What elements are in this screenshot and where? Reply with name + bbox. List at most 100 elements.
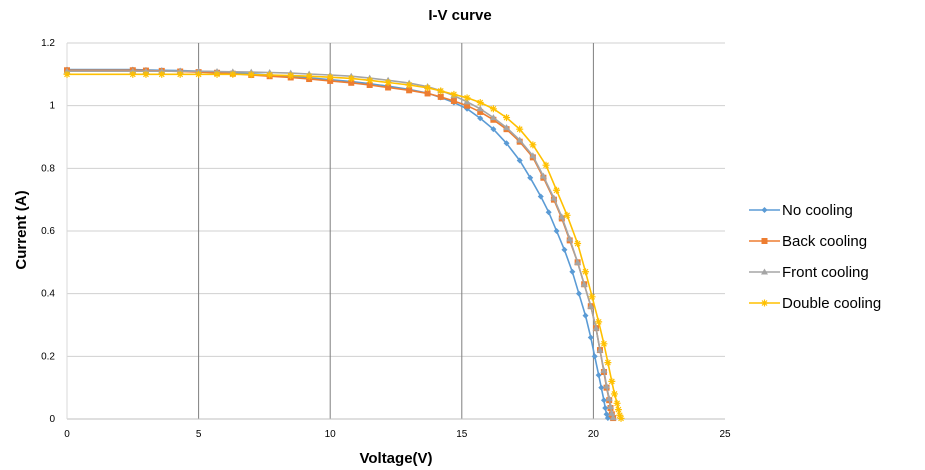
data-point-double-cooling (476, 99, 484, 107)
legend-item-back-cooling: Back cooling (749, 233, 867, 250)
data-point-double-cooling (229, 70, 237, 78)
data-point-double-cooling (614, 406, 622, 414)
data-point-back-cooling (327, 77, 334, 84)
data-point-front-cooling (596, 346, 604, 353)
series-layer (63, 66, 625, 422)
data-point-double-cooling (347, 74, 355, 82)
data-point-front-cooling (603, 382, 611, 389)
series-line-front-cooling (67, 70, 614, 418)
series-line-back-cooling (67, 69, 614, 419)
legend-label: Back cooling (782, 233, 867, 250)
series-back-cooling (64, 67, 617, 422)
data-point-no-cooling (527, 174, 534, 181)
data-point-front-cooling (539, 172, 547, 179)
data-point-back-cooling (450, 97, 457, 104)
legend-item-double-cooling: Double cooling (749, 295, 881, 312)
data-point-front-cooling (516, 136, 524, 143)
data-point-front-cooling (574, 258, 582, 265)
data-point-double-cooling (326, 73, 334, 81)
data-point-no-cooling (598, 384, 605, 391)
legend-marker (761, 268, 768, 275)
data-point-no-cooling (595, 372, 602, 379)
legend-marker (761, 207, 768, 213)
x-tick-label: 15 (456, 429, 468, 440)
data-point-back-cooling (424, 90, 431, 97)
data-point-back-cooling (437, 93, 444, 100)
data-point-front-cooling (463, 98, 471, 105)
data-point-double-cooling (158, 70, 166, 78)
series-front-cooling (63, 67, 617, 421)
legend-marker (761, 299, 768, 307)
data-point-no-cooling (582, 312, 589, 319)
legend-label: Double cooling (782, 295, 881, 312)
data-point-double-cooling (287, 72, 295, 80)
data-point-no-cooling (575, 290, 582, 297)
data-point-front-cooling (609, 414, 617, 421)
data-point-double-cooling (503, 114, 511, 122)
y-tick-label: 0.2 (41, 351, 55, 362)
data-point-back-cooling (385, 84, 392, 91)
data-point-double-cooling (266, 71, 274, 79)
data-point-back-cooling (366, 81, 373, 88)
y-axis-title: Current (A) (13, 190, 30, 269)
data-point-double-cooling (529, 141, 537, 149)
data-point-double-cooling (247, 71, 255, 79)
data-point-front-cooling (529, 152, 537, 159)
data-point-double-cooling (305, 72, 313, 80)
data-point-double-cooling (588, 293, 596, 301)
data-point-front-cooling (558, 213, 566, 220)
legend: No cooling Back cooling Front cooling Doubl… (749, 202, 881, 312)
data-point-double-cooling (582, 268, 590, 276)
data-point-no-cooling (602, 405, 609, 412)
data-point-double-cooling (63, 70, 71, 78)
data-point-no-cooling (600, 397, 607, 404)
data-point-double-cooling (437, 87, 445, 95)
y-axis-ticks: 0 0.2 0.4 0.6 0.8 1 1.2 (41, 38, 55, 425)
data-point-front-cooling (600, 366, 608, 373)
data-point-no-cooling (537, 193, 544, 200)
data-point-no-cooling (516, 157, 523, 164)
x-tick-label: 0 (64, 429, 70, 440)
data-point-front-cooling (605, 395, 613, 402)
chart-title: I-V curve (428, 7, 491, 24)
data-point-double-cooling (195, 70, 203, 78)
data-point-front-cooling (587, 302, 595, 309)
data-point-front-cooling (566, 235, 574, 242)
data-point-double-cooling (213, 70, 221, 78)
data-point-no-cooling (477, 115, 484, 122)
data-point-front-cooling (489, 114, 497, 121)
y-tick-label: 0.6 (41, 226, 55, 237)
data-point-front-cooling (550, 194, 558, 201)
data-point-front-cooling (503, 124, 511, 131)
data-point-no-cooling (545, 209, 552, 216)
data-point-double-cooling (574, 240, 582, 248)
grid (67, 42, 725, 419)
x-tick-label: 25 (719, 429, 731, 440)
data-point-double-cooling (405, 81, 413, 89)
data-point-back-cooling (477, 108, 484, 115)
series-line-double-cooling (67, 73, 622, 419)
x-tick-label: 10 (325, 429, 337, 440)
data-point-double-cooling (604, 359, 612, 367)
data-point-no-cooling (561, 246, 568, 253)
data-point-front-cooling (608, 409, 616, 416)
data-point-no-cooling (490, 126, 497, 133)
y-tick-label: 0.4 (41, 289, 55, 300)
x-axis-ticks: 0 5 10 15 20 25 (64, 429, 731, 440)
data-point-no-cooling (503, 140, 510, 147)
data-point-double-cooling (608, 377, 616, 385)
data-point-no-cooling (591, 353, 598, 360)
data-point-front-cooling (607, 402, 615, 409)
legend-label: Front cooling (782, 264, 869, 281)
data-point-double-cooling (424, 84, 432, 92)
series-no-cooling (64, 66, 611, 422)
legend-item-no-cooling: No cooling (749, 202, 853, 219)
data-point-double-cooling (563, 211, 571, 219)
data-point-double-cooling (384, 78, 392, 86)
x-tick-label: 20 (588, 429, 600, 440)
y-tick-label: 1 (49, 101, 55, 112)
y-tick-label: 1.2 (41, 38, 55, 49)
data-point-back-cooling (348, 79, 355, 86)
legend-marker (761, 238, 768, 244)
data-point-back-cooling (464, 102, 471, 109)
